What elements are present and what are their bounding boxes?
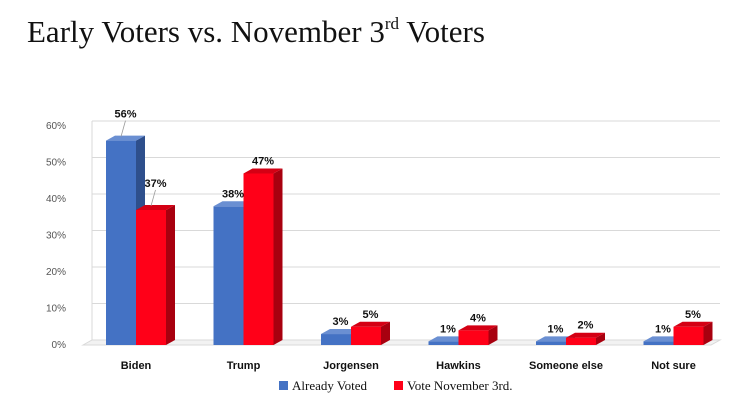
data-label: 47% — [252, 155, 274, 167]
bar-already-voted-top — [213, 201, 253, 207]
bar-vote-nov3-front — [136, 209, 166, 345]
y-tick-label: 30% — [46, 231, 66, 242]
chart-title: Early Voters vs. November 3rd Voters — [27, 13, 485, 49]
data-label: 38% — [222, 188, 244, 200]
legend-label: Already Voted — [292, 378, 367, 393]
bar-already-voted-top — [643, 336, 683, 342]
data-label: 1% — [440, 323, 456, 335]
category-label: Hawkins — [436, 360, 481, 372]
bar-vote-nov3-side — [596, 332, 605, 345]
data-label: 3% — [333, 316, 349, 328]
bar-already-voted-top — [428, 336, 468, 342]
chart-floor — [81, 339, 722, 346]
category-label: Jorgensen — [323, 360, 379, 372]
bar-already-voted-front — [106, 140, 136, 345]
data-label: 4% — [470, 312, 486, 324]
leader-line — [150, 189, 156, 207]
leader-line — [120, 120, 126, 137]
bar-vote-nov3-side — [488, 325, 498, 345]
bar-already-voted-top — [536, 336, 575, 342]
data-label: 5% — [363, 309, 379, 321]
bar-vote-nov3-front — [351, 326, 381, 345]
y-tick-label: 10% — [46, 304, 66, 315]
bar-vote-nov3-front — [566, 337, 596, 345]
y-tick-label: 0% — [52, 340, 67, 351]
bar-vote-nov3-top — [458, 325, 498, 331]
bar-vote-nov3-top — [673, 321, 713, 327]
bar-vote-nov3-top — [243, 168, 283, 174]
category-label: Biden — [121, 360, 152, 372]
bar-vote-nov3-top — [136, 204, 175, 210]
bar-already-voted-front — [321, 334, 351, 345]
data-label: 1% — [548, 323, 564, 335]
category-label: Not sure — [651, 360, 696, 372]
data-label: 5% — [685, 309, 701, 321]
bar-already-voted-top — [106, 135, 145, 141]
y-tick-label: 40% — [46, 194, 66, 205]
legend-label: Vote November 3rd. — [407, 378, 513, 393]
data-label: 37% — [144, 178, 166, 190]
bar-vote-nov3-side — [703, 321, 713, 345]
bar-vote-nov3-front — [673, 326, 704, 345]
y-tick-label: 50% — [46, 158, 66, 169]
data-label: 2% — [578, 320, 594, 332]
bar-vote-nov3-front — [243, 173, 274, 345]
y-tick-label: 20% — [46, 267, 66, 278]
bar-vote-nov3-side — [273, 168, 283, 345]
bar-vote-nov3-top — [566, 332, 605, 338]
bar-vote-nov3-side — [166, 204, 175, 345]
bar-already-voted-top — [321, 329, 360, 335]
legend-swatch — [279, 381, 288, 390]
bar-already-voted-front — [643, 341, 674, 345]
bar-already-voted-front — [213, 206, 244, 345]
bar-vote-nov3-top — [351, 321, 390, 327]
bar-already-voted-front — [428, 341, 459, 345]
data-label: 1% — [655, 323, 671, 335]
y-tick-label: 60% — [46, 121, 66, 132]
category-label: Someone else — [529, 360, 603, 372]
bar-already-voted-front — [536, 341, 566, 345]
category-label: Trump — [227, 360, 261, 372]
bar-vote-nov3-side — [381, 321, 390, 345]
data-label: 56% — [114, 109, 136, 121]
bar-vote-nov3-front — [458, 330, 489, 345]
legend-swatch — [394, 381, 403, 390]
